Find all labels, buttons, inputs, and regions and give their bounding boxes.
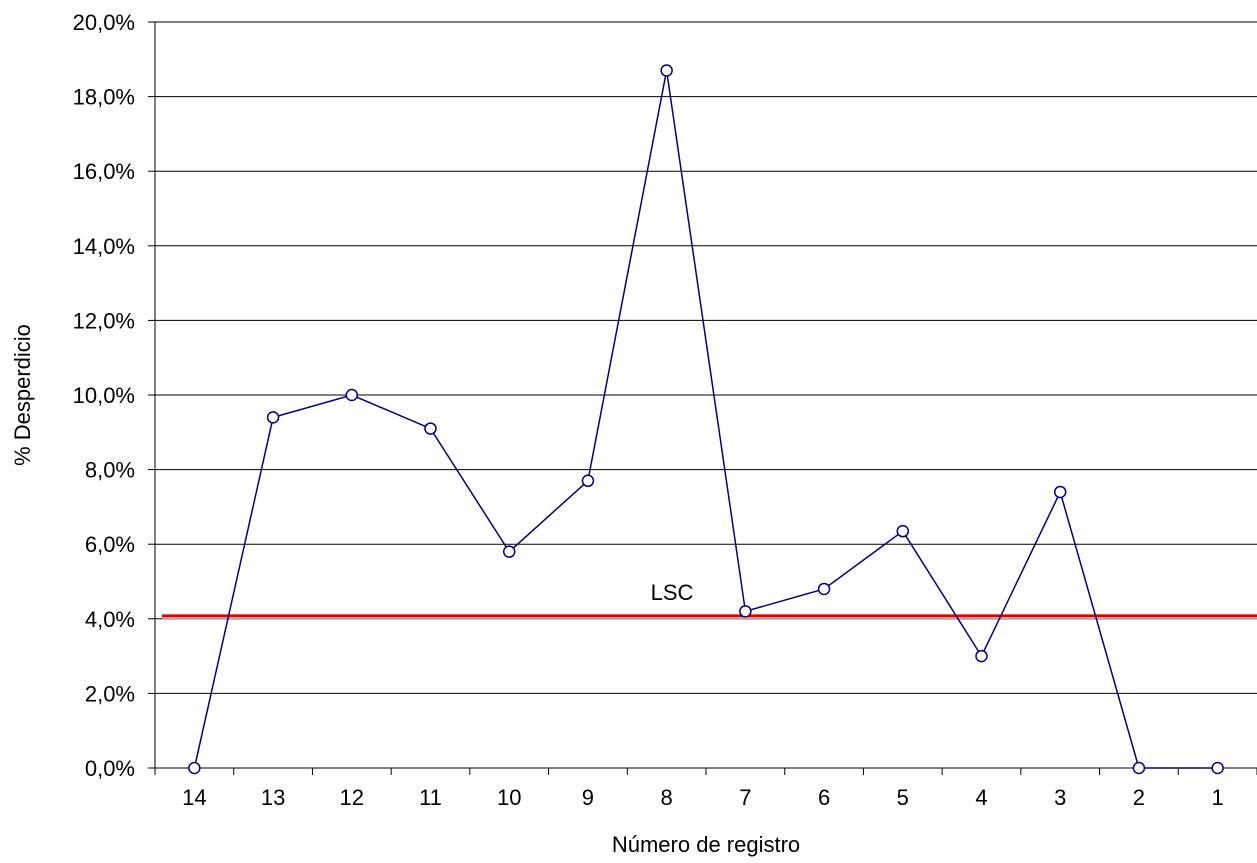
data-point	[817, 582, 831, 596]
y-tick-label: 8,0%	[85, 458, 135, 483]
data-point	[188, 761, 201, 775]
x-tick-label: 7	[739, 785, 751, 810]
reference-line-label: LSC	[651, 580, 694, 605]
y-tick-label: 2,0%	[85, 681, 135, 706]
y-tick-label: 6,0%	[85, 532, 135, 557]
data-point	[581, 474, 595, 488]
x-tick-label: 3	[1054, 785, 1066, 810]
x-tick-label: 10	[497, 785, 521, 810]
reference-line-group: LSC	[162, 580, 1257, 619]
y-ticks: 0,0% 2,0% 4,0% 6,0% 8,0% 10,0% 12,0% 14,0% 16,0%…	[73, 10, 155, 781]
data-point	[424, 422, 437, 435]
data-point	[975, 649, 988, 663]
x-axis-title: Número de registro	[612, 832, 800, 857]
x-tick-label: 14	[182, 785, 206, 810]
y-tick-label: 4,0%	[85, 607, 135, 632]
y-axis-title: % Desperdicio	[10, 324, 35, 466]
x-tick-label: 12	[340, 785, 364, 810]
y-tick-label: 16,0%	[73, 159, 135, 184]
series-line	[193, 70, 1218, 769]
x-tick-label: 8	[661, 785, 673, 810]
y-tick-label: 10,0%	[73, 383, 135, 408]
x-tick-label: 13	[261, 785, 285, 810]
data-point	[739, 605, 752, 618]
x-tick-label: 11	[419, 785, 442, 810]
y-tick-label: 14,0%	[73, 234, 135, 259]
data-point	[1053, 485, 1067, 499]
x-ticks: 14 13 12 11 10 9 8 7 6 5 4 3 2 1	[154, 768, 1257, 810]
data-point	[502, 545, 516, 558]
data-point	[1211, 761, 1224, 775]
x-tick-label: 5	[897, 785, 909, 810]
data-point	[1132, 761, 1146, 775]
y-tick-label: 18,0%	[73, 85, 135, 110]
gridlines	[155, 21, 1257, 694]
data-point	[345, 388, 359, 402]
x-tick-label: 2	[1133, 785, 1145, 810]
y-tick-label: 20,0%	[73, 10, 135, 35]
y-tick-label: 0,0%	[85, 756, 135, 781]
x-tick-label: 1	[1212, 785, 1224, 810]
x-tick-label: 6	[818, 785, 830, 810]
data-point	[266, 411, 280, 424]
x-tick-label: 4	[975, 785, 987, 810]
data-point	[660, 64, 673, 77]
series-group	[188, 64, 1224, 775]
x-tick-label: 9	[582, 785, 594, 810]
y-tick-label: 12,0%	[73, 308, 135, 333]
data-point	[896, 524, 910, 538]
